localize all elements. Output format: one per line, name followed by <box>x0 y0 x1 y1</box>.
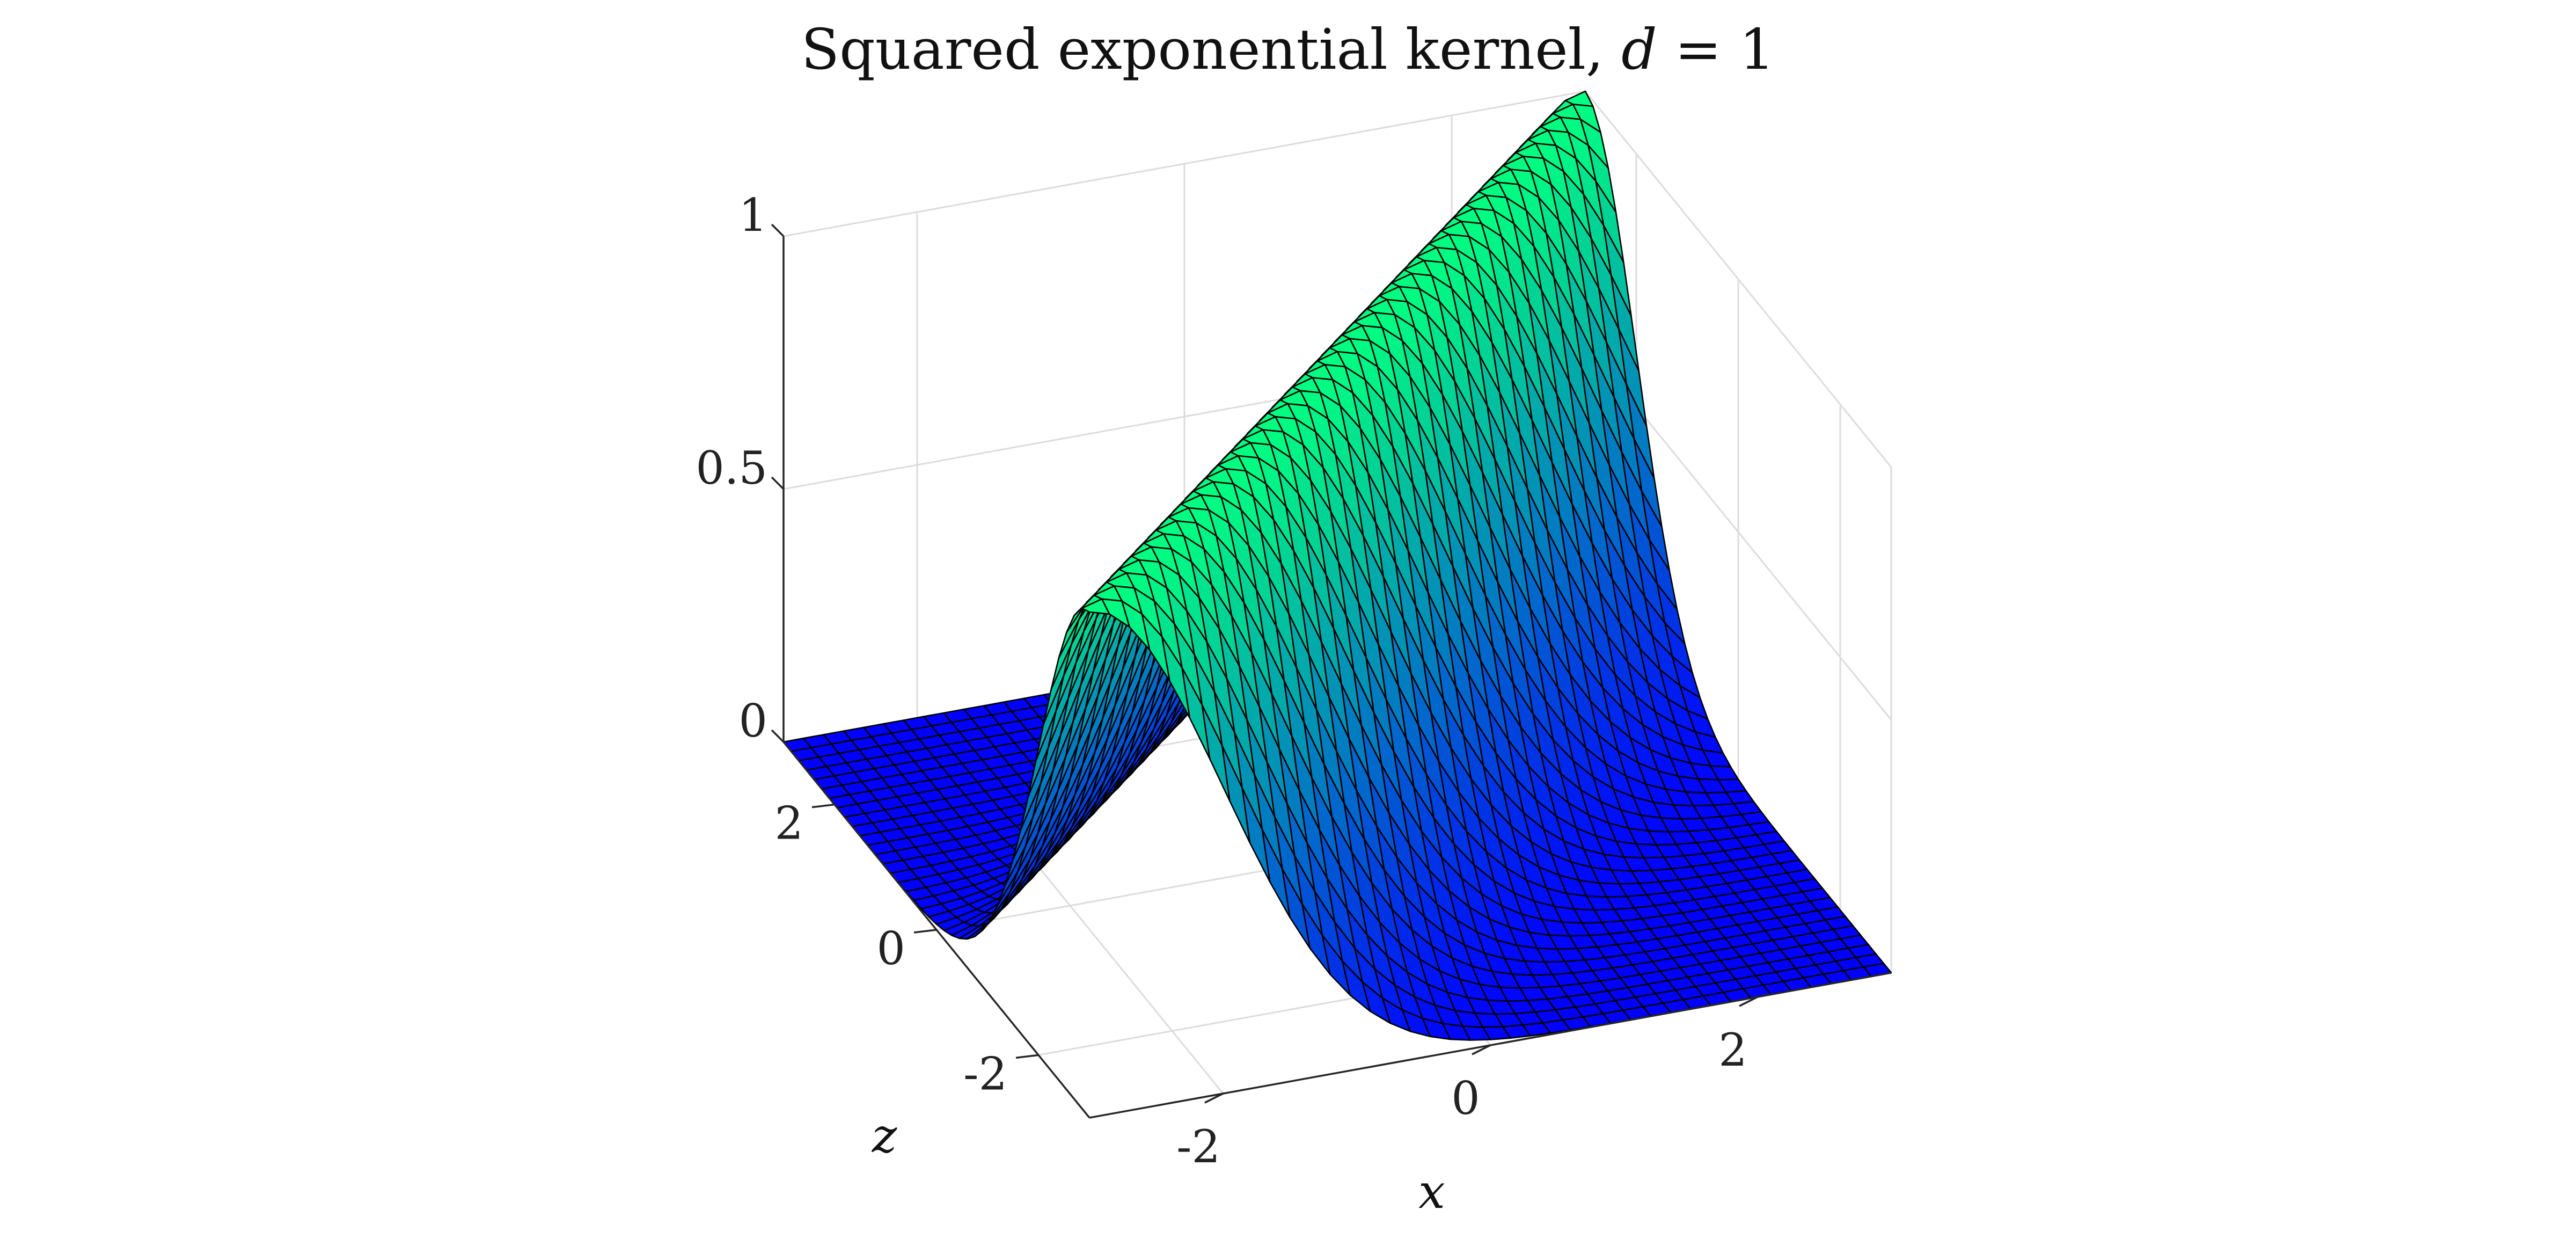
x-axis-label: x <box>1418 1164 1445 1219</box>
vertical-tick-mark-0.5 <box>771 476 785 490</box>
z-tick-label: 2 <box>775 797 803 850</box>
vertical-tick-label: 0 <box>739 695 767 747</box>
chart-title: Squared exponential kernel, d = 1 <box>801 17 1775 82</box>
chart-title-prefix: Squared exponential kernel, <box>801 17 1621 82</box>
surface-facet <box>1081 598 1110 615</box>
vertical-tick-label: 1 <box>739 189 767 242</box>
z-tick-mark-2 <box>811 803 835 808</box>
vertical-tick-label: 0.5 <box>696 442 767 494</box>
z-tick-mark-0 <box>913 929 937 934</box>
vertical-tick-mark-1 <box>771 223 785 237</box>
x-tick-mark-0 <box>1472 1044 1491 1055</box>
z-tick-mark--2 <box>1015 1054 1039 1059</box>
z-tick-label: 0 <box>877 922 905 975</box>
chart-title-variable: d <box>1621 17 1657 82</box>
side-wall-grid-level-1 <box>1584 91 1892 468</box>
x-tick-label: 0 <box>1451 1072 1480 1125</box>
axes <box>771 223 1892 1119</box>
back-wall-grid-level-1 <box>783 90 1586 237</box>
x-tick-label: 2 <box>1718 1024 1747 1076</box>
x-tick-mark--2 <box>1204 1092 1224 1104</box>
x-tick-mark-2 <box>1739 996 1758 1007</box>
z-tick-label: -2 <box>963 1047 1007 1100</box>
x-tick-label: -2 <box>1176 1120 1220 1173</box>
vertical-tick-mark-0 <box>771 729 785 743</box>
surface-mesh <box>782 90 1892 1041</box>
z-axis-label: z <box>872 1108 897 1163</box>
chart-title-suffix: = 1 <box>1657 17 1775 82</box>
